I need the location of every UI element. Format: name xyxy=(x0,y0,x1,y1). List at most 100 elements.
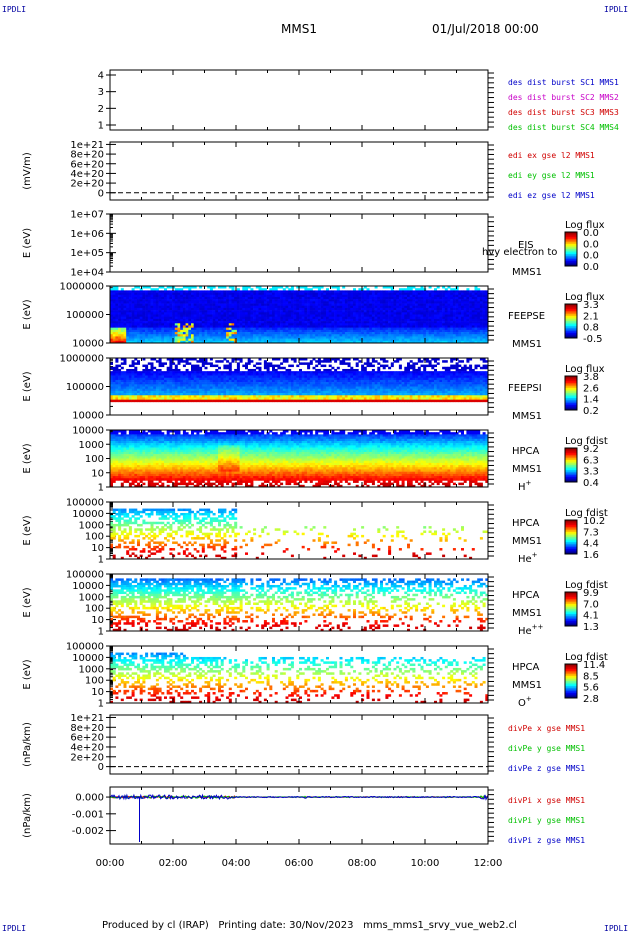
colorbar-tick-label: 0.0 xyxy=(583,251,599,262)
heatmap-cell xyxy=(134,382,138,385)
heatmap-cell xyxy=(247,395,251,398)
heatmap-cell xyxy=(282,307,286,311)
heatmap-cell xyxy=(174,294,178,298)
heatmap-cell xyxy=(444,290,448,293)
heatmap-cell xyxy=(153,336,157,339)
heatmap-cell xyxy=(193,303,197,307)
heatmap-cell xyxy=(398,299,402,302)
heatmap-cell xyxy=(304,327,308,331)
heatmap-cell xyxy=(147,395,151,398)
heatmap-cell xyxy=(290,379,294,383)
heatmap-cell xyxy=(255,301,259,304)
heatmap-cell xyxy=(455,334,459,337)
heatmap-cell xyxy=(407,325,410,328)
heatmap-cell xyxy=(342,314,346,317)
heatmap-cell xyxy=(436,338,440,342)
heatmap-cell xyxy=(185,310,189,313)
heatmap-cell xyxy=(193,364,197,368)
heatmap-cell xyxy=(177,384,181,387)
heatmap-cell xyxy=(320,286,324,289)
heatmap-cell xyxy=(201,377,205,381)
heatmap-cell xyxy=(180,390,184,394)
heatmap-cell xyxy=(177,382,181,385)
heatmap-cell xyxy=(150,393,154,396)
heatmap-cell xyxy=(158,327,162,331)
heatmap-cell xyxy=(155,314,159,317)
heatmap-cell xyxy=(118,377,122,381)
heatmap-cell xyxy=(115,307,119,311)
heatmap-cell xyxy=(126,384,130,387)
heatmap-cell xyxy=(228,399,232,403)
heatmap-cell xyxy=(307,338,311,342)
heatmap-cell xyxy=(398,327,402,331)
heatmap-cell xyxy=(166,399,170,403)
heatmap-cell xyxy=(317,340,321,343)
heatmap-cell xyxy=(412,312,416,315)
y-tick-label: 10000 xyxy=(72,339,104,350)
legend-entry: des dist burst SC1 MMS1 xyxy=(508,78,619,87)
heatmap-cell xyxy=(188,334,192,337)
heatmap-cell xyxy=(196,321,200,324)
heatmap-cell xyxy=(290,336,294,339)
heatmap-cell xyxy=(166,377,170,381)
heatmap-cell xyxy=(174,299,178,302)
heatmap-cell xyxy=(128,390,132,394)
heatmap-cell xyxy=(193,301,197,304)
heatmap-cell xyxy=(366,321,370,324)
heatmap-cell xyxy=(388,323,392,326)
heatmap-cell xyxy=(223,294,227,298)
heatmap-cell xyxy=(420,310,424,313)
heatmap-cell xyxy=(245,292,248,296)
heatmap-cell xyxy=(153,318,157,322)
heatmap-cell xyxy=(247,397,251,400)
heatmap-cell xyxy=(296,294,300,298)
heatmap-cell xyxy=(439,329,443,333)
heatmap-cell xyxy=(247,286,251,289)
heatmap-cell xyxy=(164,393,167,396)
heatmap-cell xyxy=(247,377,251,381)
heatmap-cell xyxy=(304,286,308,289)
heatmap-cell xyxy=(239,299,243,302)
heatmap-cell xyxy=(409,305,413,309)
heatmap-cell xyxy=(228,364,232,368)
heatmap-cell xyxy=(134,316,138,320)
heatmap-cell xyxy=(299,310,302,313)
heatmap-cell xyxy=(288,393,292,396)
heatmap-cell xyxy=(404,312,408,315)
heatmap-cell xyxy=(388,294,392,298)
heatmap-cell xyxy=(231,332,235,335)
heatmap-cell xyxy=(112,371,116,374)
heatmap-cell xyxy=(247,375,251,379)
heatmap-cell xyxy=(177,332,181,335)
heatmap-cell xyxy=(269,386,273,389)
heatmap-cell xyxy=(204,327,208,331)
heatmap-cell xyxy=(263,375,267,379)
heatmap-cell xyxy=(263,296,267,300)
heatmap-cell xyxy=(226,382,230,385)
heatmap-cell xyxy=(398,334,402,337)
heatmap-cell xyxy=(282,393,286,396)
heatmap-cell xyxy=(161,294,165,298)
heatmap-cell xyxy=(285,384,289,387)
heatmap-cell xyxy=(299,296,302,300)
heatmap-cell xyxy=(234,393,238,396)
heatmap-cell xyxy=(277,375,281,379)
heatmap-cell xyxy=(158,379,162,383)
heatmap-cell xyxy=(185,362,189,365)
heatmap-cell xyxy=(180,329,184,333)
heatmap-cell xyxy=(293,310,297,313)
heatmap-cell xyxy=(147,393,151,396)
heatmap-cell xyxy=(115,358,119,361)
heatmap-cell xyxy=(452,288,456,291)
heatmap-cell xyxy=(234,384,238,387)
heatmap-cell xyxy=(369,296,373,300)
heatmap-cell xyxy=(371,325,375,328)
heatmap-cell xyxy=(401,332,405,335)
heatmap-cell xyxy=(293,336,297,339)
heatmap-cell xyxy=(474,310,478,313)
heatmap-cell xyxy=(215,360,219,363)
heatmap-cell xyxy=(304,288,308,291)
heatmap-cell xyxy=(115,334,119,337)
colorbar-cell xyxy=(565,324,577,327)
heatmap-cell xyxy=(112,366,116,370)
